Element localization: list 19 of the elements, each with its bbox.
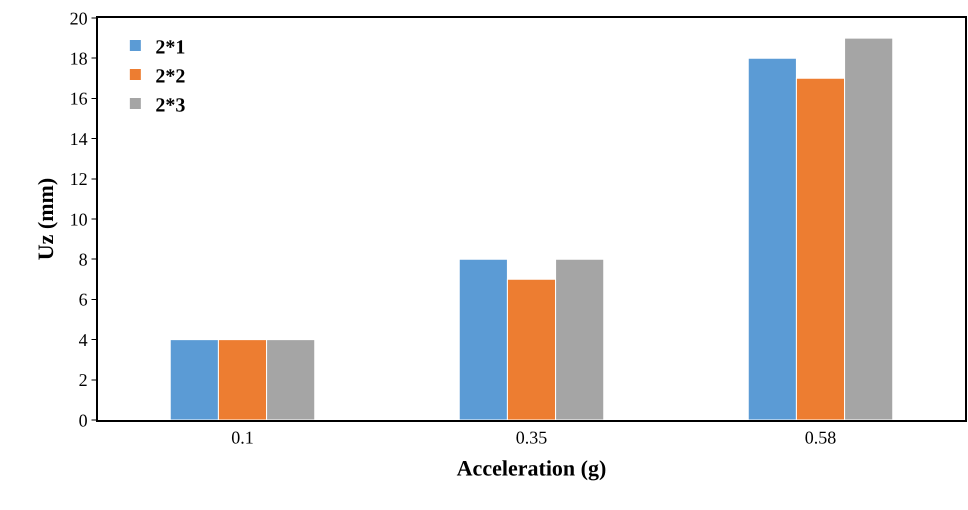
y-tick-label: 4 <box>78 330 88 350</box>
y-axis-title: Uz (mm) <box>32 178 58 260</box>
x-tick-label: 0.1 <box>231 427 254 448</box>
y-tick-label: 2 <box>78 370 88 390</box>
y-tick-label: 0 <box>78 410 88 430</box>
y-tick-label: 12 <box>70 169 88 190</box>
y-tick-label: 8 <box>78 250 88 270</box>
x-tick-label: 0.35 <box>516 427 548 448</box>
legend-label: 2*3 <box>155 94 186 116</box>
y-tick-label: 20 <box>70 8 88 28</box>
x-tick-label: 0.58 <box>804 427 836 448</box>
y-tick-label: 16 <box>70 88 88 109</box>
y-tick-label: 10 <box>70 209 88 230</box>
legend-label: 2*1 <box>155 36 186 58</box>
y-tick-label: 6 <box>78 290 88 310</box>
y-tick-label: 18 <box>70 48 88 68</box>
x-axis-title: Acceleration (g) <box>456 456 606 481</box>
y-tick-label: 14 <box>70 128 88 149</box>
legend-label: 2*2 <box>155 65 186 88</box>
